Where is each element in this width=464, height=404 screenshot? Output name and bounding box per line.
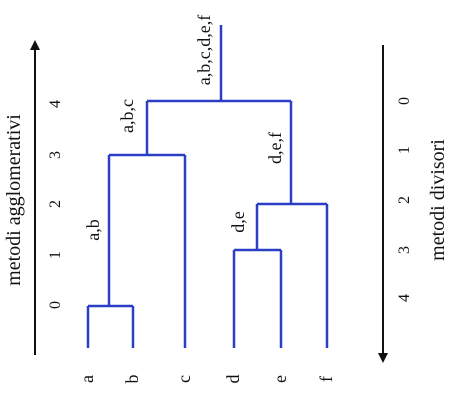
left-tick-2: 2 — [47, 200, 64, 208]
right-tick-4: 4 — [396, 294, 413, 302]
leaf-label-d: d — [223, 375, 243, 384]
cluster-label-ab: a,b — [83, 219, 103, 241]
right-tick-1: 1 — [396, 146, 413, 154]
leaf-label-e: e — [270, 375, 290, 383]
leaf-label-c: c — [174, 375, 194, 383]
right-tick-0: 0 — [396, 97, 413, 105]
right-tick-3: 3 — [396, 246, 413, 254]
leaf-label-a: a — [77, 375, 97, 383]
dendrogram-tree — [86, 25, 329, 348]
leaf-label-b: b — [122, 375, 142, 384]
left-tick-0: 0 — [47, 301, 64, 309]
leaf-label-f: f — [316, 376, 336, 382]
left-tick-1: 1 — [47, 251, 64, 259]
cluster-label-def: d,e,f — [265, 132, 285, 164]
divisive-axis-label: metodi divisori — [427, 139, 449, 261]
cluster-label-de: d,e — [228, 211, 248, 233]
left-tick-3: 3 — [47, 151, 64, 159]
agglomerative-axis-label: metodi agglomerativi — [3, 114, 25, 286]
cluster-label-abc: a,b,c — [117, 99, 137, 133]
right-tick-2: 2 — [396, 196, 413, 204]
left-tick-4: 4 — [47, 100, 64, 108]
cluster-label-root: a,b,c,d,e,f — [194, 15, 214, 85]
